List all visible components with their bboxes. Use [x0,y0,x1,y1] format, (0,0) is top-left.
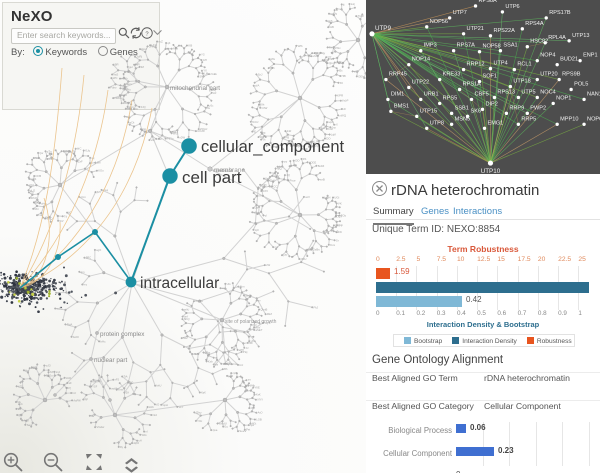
svg-text:SSB1: SSB1 [455,105,469,111]
svg-text:RPS8A: RPS8A [479,0,498,4]
svg-text:EMG1: EMG1 [487,120,503,126]
svg-text:UTP18: UTP18 [513,79,530,85]
svg-text:RPS5: RPS5 [443,95,458,101]
svg-text:SSA1: SSA1 [503,43,517,49]
svg-text:UTP13: UTP13 [572,33,589,39]
svg-text:UTP15: UTP15 [420,108,437,114]
svg-text:RRP5: RRP5 [521,116,536,122]
svg-text:PWP2: PWP2 [530,105,546,111]
svg-text:RCL1: RCL1 [517,62,531,68]
svg-text:DIM1: DIM1 [391,91,404,97]
svg-text:ENP1: ENP1 [583,53,598,59]
svg-text:NOP14: NOP14 [412,57,430,63]
svg-text:KRE33: KRE33 [443,72,461,78]
svg-text:cellular_component: cellular_component [201,138,345,156]
svg-text:RPS22A: RPS22A [493,28,515,34]
svg-text:UTP4: UTP4 [493,61,507,67]
svg-text:RPS17B: RPS17B [549,10,571,16]
svg-text:MSN5: MSN5 [455,116,470,122]
svg-text:UTP21: UTP21 [467,26,484,32]
svg-text:UTP8: UTP8 [430,120,444,126]
svg-text:UTP20: UTP20 [540,72,557,78]
svg-text:UTP5: UTP5 [521,89,535,95]
svg-text:DIP2: DIP2 [485,101,497,107]
svg-text:RPL4A: RPL4A [548,35,566,41]
svg-text:UTP22: UTP22 [412,80,429,86]
svg-text:NOC4: NOC4 [540,89,555,95]
svg-text:SK6: SK6 [471,108,482,114]
svg-text:UTP9: UTP9 [375,25,392,32]
svg-text:NOP6: NOP6 [587,116,600,122]
svg-text:NOP1: NOP1 [556,95,571,101]
svg-text:intracellular: intracellular [140,275,219,292]
svg-text:RRP9: RRP9 [509,105,524,111]
svg-text:NOP4: NOP4 [540,53,555,59]
svg-text:RPS9B: RPS9B [562,72,581,78]
svg-text:RRP45: RRP45 [389,72,407,78]
svg-text:HSC82: HSC82 [530,39,548,45]
svg-text:NOP56: NOP56 [430,19,448,25]
svg-text:RPS7A: RPS7A [457,43,476,49]
svg-text:RRP12: RRP12 [467,62,485,68]
svg-text:SOF1: SOF1 [483,74,498,80]
svg-text:RPS13: RPS13 [497,89,515,95]
svg-text:NAN1: NAN1 [587,91,600,97]
svg-text:BUD21: BUD21 [560,57,578,63]
svg-text:membrane: membrane [214,167,245,174]
svg-text:BMS1: BMS1 [394,103,409,109]
svg-text:RPS4A: RPS4A [525,21,544,27]
svg-text:CBF5: CBF5 [475,91,489,97]
svg-text:UTP7: UTP7 [453,10,467,16]
svg-text:UTP6: UTP6 [505,4,519,10]
svg-text:NOP58: NOP58 [483,44,501,50]
svg-text:URB1: URB1 [424,91,439,97]
svg-text:MPP10: MPP10 [560,116,578,122]
svg-text:RPS1A: RPS1A [463,82,482,88]
svg-text:IMP3: IMP3 [424,43,437,49]
svg-text:POL5: POL5 [574,82,588,88]
